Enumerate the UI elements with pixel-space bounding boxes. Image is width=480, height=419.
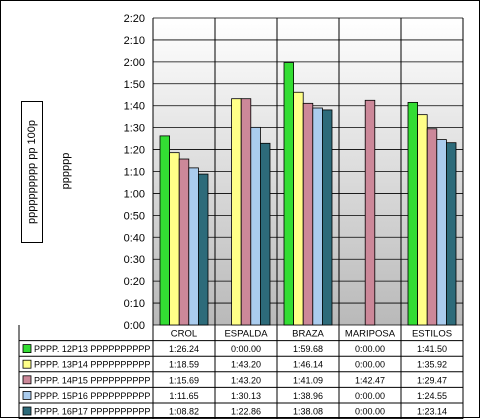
y-tick-label: 0:30 [124,254,145,266]
y-tick-label: 2:10 [124,35,145,47]
data-value-label: 1:18.59 [169,360,199,370]
data-value-label: 1:35.92 [417,360,447,370]
data-value-label: 1:38.08 [293,407,323,417]
data-value-label: 1:29.47 [417,375,447,385]
category-label: ESTILOS [412,329,452,340]
bar [418,115,428,325]
data-value-label: 1:43.20 [231,360,261,370]
bar [427,129,437,325]
data-value-label: 1:46.14 [293,360,323,370]
bar [303,103,313,325]
legend-swatch [23,391,31,399]
data-value-label: 0:00.00 [355,391,385,401]
data-value-label: 1:11.65 [169,391,198,401]
y-tick-label: 1:20 [124,145,145,157]
bar [179,159,189,325]
bar [189,168,199,325]
data-value-label: 1:15.69 [169,375,199,385]
data-value-label: 1:42.47 [355,375,385,385]
y-tick-label: 1:00 [124,188,145,200]
data-value-label: 0:00.00 [355,344,385,354]
legend-swatch [23,407,31,415]
data-value-label: 1:59.68 [293,344,323,354]
y-tick-label: 2:20 [124,13,145,25]
category-label: BRAZA [292,329,324,340]
legend-series-name: PPPP. 15P16 PPPPPPPPPP [34,391,150,401]
data-value-label: 1:41.50 [417,344,447,354]
legend-swatch [23,376,31,384]
data-value-label: 0:00.00 [355,360,385,370]
bar [322,110,332,325]
data-value-label: 0:00.00 [355,407,385,417]
y-tick-label: 0:20 [124,276,145,288]
y-tick-label: 1:10 [124,167,145,179]
bar [232,99,242,325]
bar [408,102,418,325]
data-value-label: 1:41.09 [293,375,323,385]
bar [446,143,456,325]
legend-swatch [23,360,31,368]
y-tick-label: 1:50 [124,79,145,91]
legend-series-name: PPPP. 12P13 PPPPPPPPPP [34,344,150,354]
y-tick-label: 1:40 [124,101,145,113]
bar [437,140,447,325]
data-value-label: 1:38.96 [293,391,323,401]
bar [294,92,304,325]
category-label: MARIPOSA [345,329,396,340]
bar [160,136,170,325]
y-tick-label: 2:00 [124,57,145,69]
y-tick-label: 1:30 [124,123,145,135]
data-value-label: 1:26.24 [169,344,199,354]
data-value-label: 1:43.20 [231,375,261,385]
data-value-label: 0:00.00 [231,344,261,354]
bar [284,63,294,325]
bar [260,143,270,325]
y-tick-label: 0:50 [124,210,145,222]
category-label: ESPALDA [224,329,268,340]
legend-series-name: PPPP. 14P15 PPPPPPPPPP [34,375,150,385]
legend-series-name: PPPP. 16P17 PPPPPPPPPP [34,407,150,417]
bar [313,108,323,325]
category-label: CROL [171,329,197,340]
bar [198,174,208,325]
y-tick-label: 0:00 [124,320,145,332]
y-tick-label: 0:10 [124,298,145,310]
data-value-label: 1:23.14 [417,407,447,417]
data-value-label: 1:22.86 [231,407,261,417]
data-value-label: 1:30.13 [231,391,261,401]
legend-swatch [23,345,31,353]
data-value-label: 1:24.55 [417,391,447,401]
bar [365,100,375,325]
bar [241,99,251,325]
bar [170,153,180,325]
legend-series-name: PPPP. 13P14 PPPPPPPPPP [34,360,150,370]
y-tick-label: 0:40 [124,232,145,244]
bar [251,127,261,325]
data-value-label: 1:08.82 [169,407,199,417]
